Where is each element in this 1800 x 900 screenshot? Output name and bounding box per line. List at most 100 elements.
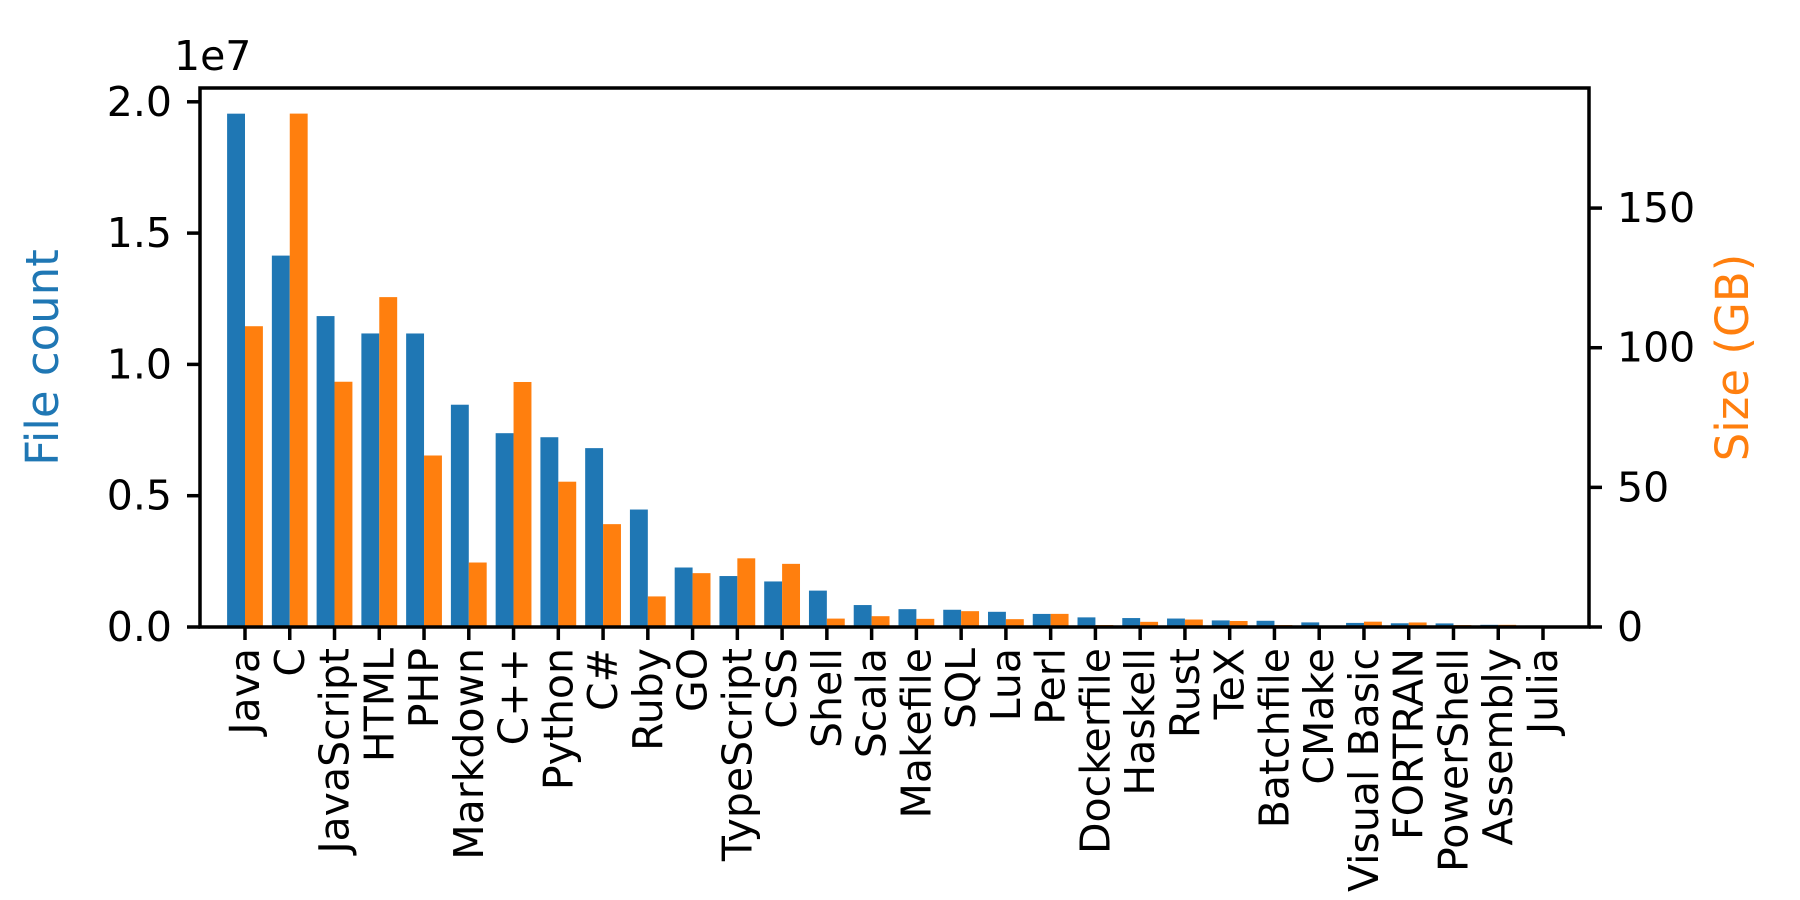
x-tick-label-visual-basic: Visual Basic xyxy=(1340,648,1388,892)
bar-file-count-batchfile xyxy=(1256,620,1275,627)
bar-file-count-visual-basic xyxy=(1346,622,1364,627)
x-tick-label-c: C xyxy=(266,648,314,677)
x-tick-label-haskell: Haskell xyxy=(1116,648,1164,796)
bar-size-visual-basic xyxy=(1363,621,1382,627)
bar-size-python xyxy=(558,481,577,627)
bar-file-count-dockerfile xyxy=(1077,617,1096,627)
bar-file-count-typescript xyxy=(719,576,738,627)
bar-file-count-c- xyxy=(585,448,604,627)
x-tick-label-makefile: Makefile xyxy=(892,648,940,818)
right-axis-title: Size (GB) xyxy=(1706,254,1759,462)
bar-file-count-haskell xyxy=(1122,618,1141,627)
bar-file-count-perl xyxy=(1032,613,1051,627)
bar-file-count-markdown xyxy=(450,404,469,627)
x-tick-label-python: Python xyxy=(534,648,582,790)
bar-size-java xyxy=(245,326,263,627)
bar-size-scala xyxy=(871,616,890,627)
x-tick-label-go: GO xyxy=(669,648,717,712)
left-y-tick-label: 1.0 xyxy=(107,340,172,388)
left-y-tick-label: 0.5 xyxy=(107,472,172,520)
bar-file-count-lua xyxy=(987,611,1006,627)
bar-file-count-html xyxy=(361,333,380,627)
bar-size-php xyxy=(424,455,442,627)
right-y-tick-label: 50 xyxy=(1617,463,1669,511)
x-tick-label-c-: C++ xyxy=(490,648,538,745)
bar-size-go xyxy=(692,573,711,627)
bar-size-rust xyxy=(1184,619,1203,627)
x-tick-label-tex: TeX xyxy=(1206,648,1254,720)
bar-file-count-makefile xyxy=(898,609,917,627)
bar-size-sql xyxy=(961,611,980,627)
bar-size-lua xyxy=(1005,619,1024,627)
x-tick-label-ruby: Ruby xyxy=(624,648,672,751)
left-y-tick-label: 0.0 xyxy=(107,603,172,651)
bar-size-ruby xyxy=(647,596,666,627)
x-tick-label-fortran: FORTRAN xyxy=(1385,648,1433,840)
x-tick-label-sql: SQL xyxy=(937,648,985,729)
size-bars xyxy=(245,113,1561,627)
bar-size-fortran xyxy=(1408,622,1427,627)
bar-file-count-shell xyxy=(808,590,827,627)
bar-file-count-sql xyxy=(943,609,962,627)
bar-size-perl xyxy=(1050,613,1069,627)
bar-file-count-rust xyxy=(1167,618,1185,627)
bar-size-typescript xyxy=(737,558,756,627)
x-tick-label-lua: Lua xyxy=(982,648,1030,721)
x-tick-label-markdown: Markdown xyxy=(445,648,493,860)
x-tick-label-java: Java xyxy=(221,648,269,738)
x-tick-label-rust: Rust xyxy=(1161,648,1209,738)
x-tick-label-c-: C# xyxy=(579,648,627,711)
x-tick-label-scala: Scala xyxy=(848,648,896,758)
bar-file-count-c xyxy=(271,255,290,628)
bar-size-haskell xyxy=(1140,621,1159,627)
bar-file-count-java xyxy=(227,113,245,627)
bar-file-count-ruby xyxy=(629,509,648,627)
bar-size-shell xyxy=(826,618,845,627)
x-tick-label-julia: Julia xyxy=(1519,648,1567,737)
left-axis-ticks: 0.0 0.5 1.0 1.5 2.0 xyxy=(107,78,200,651)
x-tick-label-html: HTML xyxy=(355,648,403,762)
bar-file-count-c- xyxy=(495,433,514,627)
bar-size-css xyxy=(782,563,801,627)
bar-size-html xyxy=(379,297,398,627)
left-y-tick-label: 2.0 xyxy=(107,78,172,126)
bar-size-markdown xyxy=(468,562,487,627)
x-tick-label-perl: Perl xyxy=(1027,648,1075,725)
bar-file-count-fortran xyxy=(1390,623,1409,627)
x-tick-label-css: CSS xyxy=(758,648,806,729)
x-tick-label-typescript: TypeScript xyxy=(713,648,761,862)
left-y-tick-label: 1.5 xyxy=(107,209,172,257)
bar-file-count-tex xyxy=(1211,620,1230,627)
bar-size-tex xyxy=(1229,620,1248,627)
x-tick-label-shell: Shell xyxy=(803,648,851,748)
x-tick-label-assembly: Assembly xyxy=(1474,648,1522,846)
bar-size-c xyxy=(289,113,308,627)
bar-file-count-css xyxy=(764,581,783,627)
bar-file-count-go xyxy=(674,567,693,627)
bar-size-makefile xyxy=(916,618,935,627)
bar-file-count-javascript xyxy=(316,316,335,627)
bar-size-c- xyxy=(513,381,532,627)
right-y-tick-label: 150 xyxy=(1617,184,1695,232)
x-tick-label-powershell: PowerShell xyxy=(1429,648,1477,872)
file-count-bars xyxy=(227,113,1543,628)
plot-spines xyxy=(198,86,1591,629)
x-tick-label-php: PHP xyxy=(400,648,448,728)
bar-file-count-cmake xyxy=(1301,622,1320,627)
bar-size-c- xyxy=(603,524,621,627)
x-tick-label-dockerfile: Dockerfile xyxy=(1071,648,1119,854)
x-tick-label-batchfile: Batchfile xyxy=(1250,648,1298,828)
bar-size-javascript xyxy=(334,381,353,627)
left-axis-offset-text: 1e7 xyxy=(174,32,251,80)
x-tick-label-javascript: JavaScript xyxy=(311,648,359,857)
right-y-tick-label: 100 xyxy=(1617,324,1695,372)
bar-file-count-python xyxy=(540,437,559,627)
right-axis-ticks: 0 50 100 150 xyxy=(1589,184,1695,651)
bar-file-count-powershell xyxy=(1435,623,1454,627)
x-tick-label-cmake: CMake xyxy=(1295,648,1343,785)
left-axis-title: File count xyxy=(16,249,69,466)
bar-file-count-php xyxy=(406,333,425,627)
x-axis-ticks: JavaCJavaScriptHTMLPHPMarkdownC++PythonC… xyxy=(221,627,1567,892)
